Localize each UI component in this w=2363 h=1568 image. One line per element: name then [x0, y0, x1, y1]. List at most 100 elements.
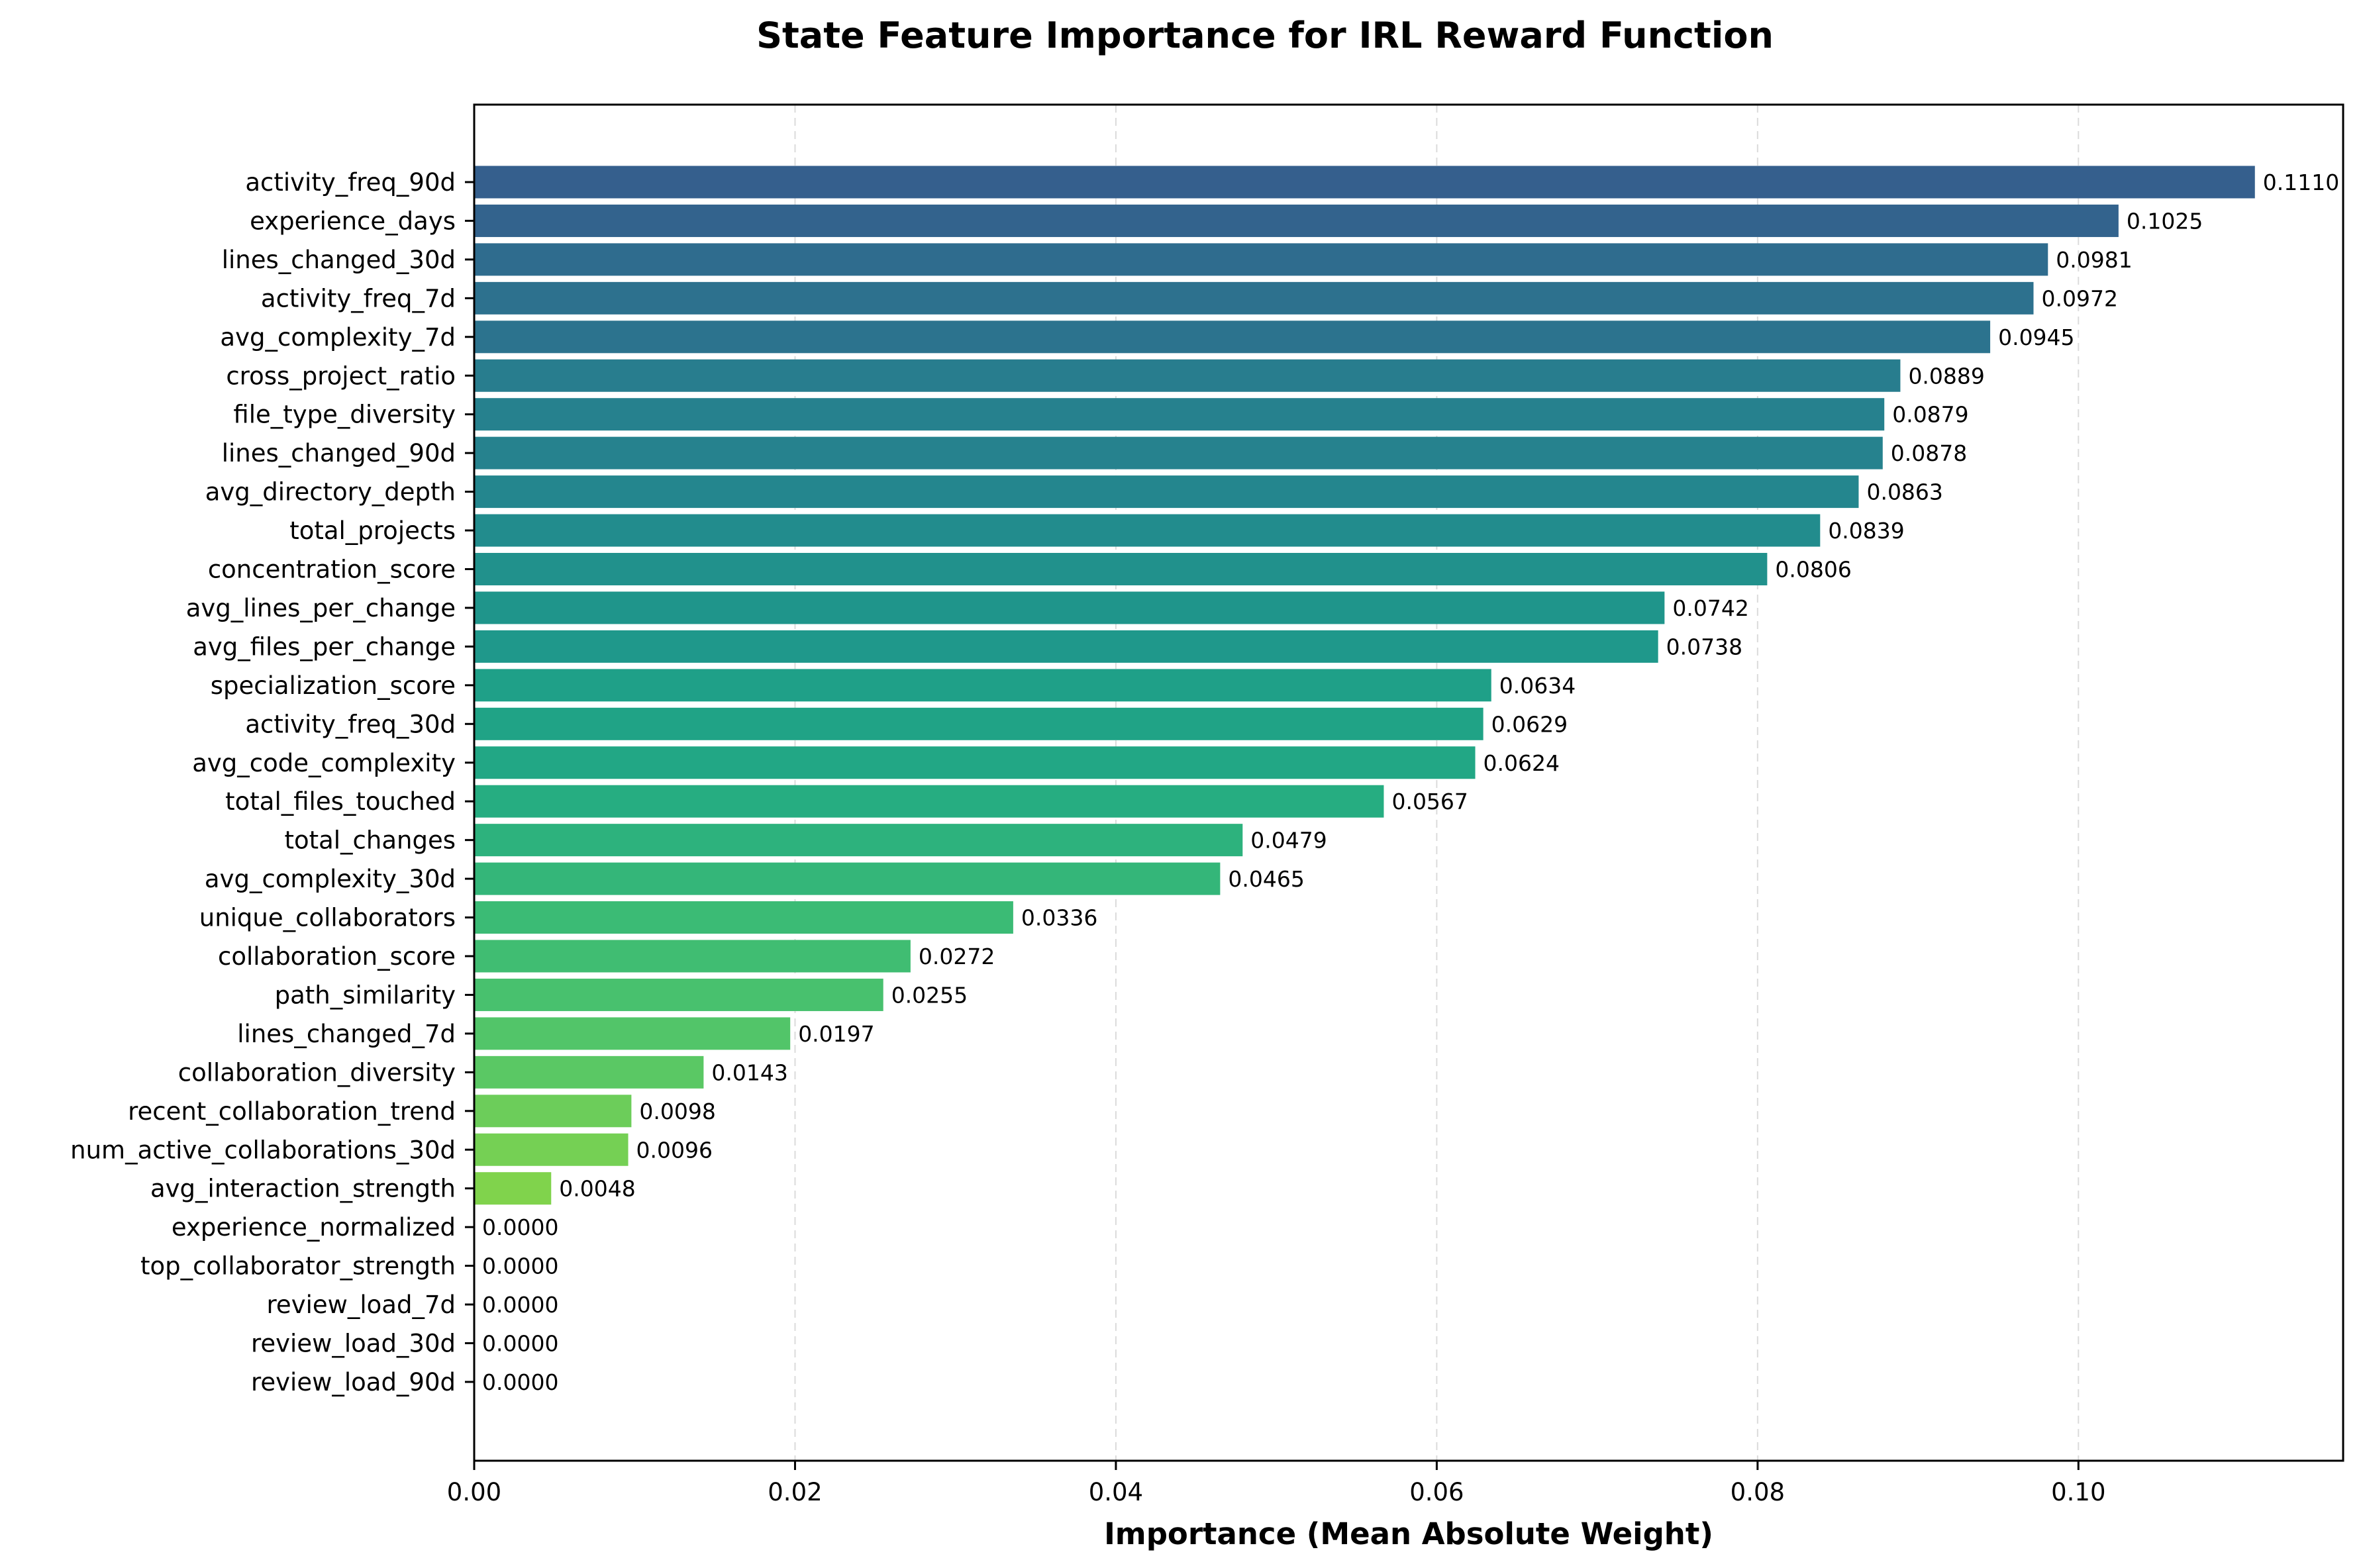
- y-tick-label: experience_days: [250, 207, 456, 235]
- y-tick-label: path_similarity: [275, 981, 456, 1009]
- bar-value-label: 0.0624: [1483, 750, 1560, 776]
- y-tick-label: lines_changed_90d: [222, 439, 456, 467]
- bar-value-label: 0.0000: [482, 1331, 558, 1357]
- bar-value-label: 0.0742: [1672, 595, 1748, 621]
- x-tick-label: 0.08: [1731, 1478, 1785, 1506]
- x-tick-label: 0.04: [1089, 1478, 1143, 1506]
- bar: [474, 1055, 704, 1089]
- bar-value-label: 0.0889: [1908, 363, 1984, 389]
- y-tick-label: specialization_score: [211, 671, 456, 700]
- y-tick-label: activity_freq_7d: [261, 284, 456, 313]
- x-tick-label: 0.10: [2051, 1478, 2105, 1506]
- bar-value-label: 0.0096: [636, 1137, 713, 1163]
- y-tick-label: collaboration_diversity: [178, 1058, 456, 1087]
- bar-value-label: 0.0000: [482, 1369, 558, 1395]
- bar: [474, 1133, 628, 1166]
- bar-value-label: 0.0972: [2041, 285, 2117, 311]
- bar: [474, 630, 1658, 663]
- y-tick-label: avg_complexity_30d: [205, 865, 456, 893]
- bar: [474, 707, 1483, 740]
- x-tick-label: 0.00: [447, 1478, 501, 1506]
- y-tick-label: avg_files_per_change: [193, 632, 456, 661]
- y-tick-label: cross_project_ratio: [226, 362, 456, 390]
- bar: [474, 166, 2255, 199]
- plot-frame: [473, 103, 2344, 1462]
- bar: [474, 281, 2034, 315]
- bar-value-label: 0.0879: [1892, 402, 1968, 428]
- y-tick-label: total_files_touched: [225, 787, 456, 816]
- bar-value-label: 0.0863: [1866, 479, 1942, 505]
- y-tick-label: avg_complexity_7d: [220, 323, 456, 352]
- y-tick-label: activity_freq_90d: [245, 168, 456, 197]
- bar: [474, 978, 883, 1011]
- bar: [474, 901, 1013, 934]
- y-tick-label: file_type_diversity: [233, 401, 456, 429]
- bar-value-label: 0.1110: [2263, 170, 2339, 195]
- bar: [474, 359, 1901, 392]
- chart-title: State Feature Importance for IRL Reward …: [756, 15, 1774, 56]
- x-tick-label: 0.06: [1409, 1478, 1464, 1506]
- bar-value-label: 0.0000: [482, 1292, 558, 1318]
- bar: [474, 553, 1768, 585]
- bar: [474, 204, 2119, 237]
- y-tick-label: review_load_30d: [251, 1330, 456, 1358]
- bar-value-label: 0.0000: [482, 1214, 558, 1240]
- bar-value-label: 0.0255: [891, 982, 968, 1008]
- y-tick-label: avg_directory_depth: [205, 478, 456, 507]
- bar: [474, 475, 1859, 509]
- bar: [474, 669, 1491, 702]
- bar: [474, 514, 1821, 547]
- y-tick-label: top_collaborator_strength: [140, 1252, 456, 1281]
- value-labels: 0.1110 0.1025 0.0981 0.0972 0.0945 0.0889 0.08…: [482, 170, 2339, 1395]
- y-tick-label: total_projects: [289, 516, 456, 545]
- bar-value-label: 0.0000: [482, 1253, 558, 1279]
- bar: [474, 436, 1883, 469]
- bar: [474, 1095, 632, 1128]
- bar-value-label: 0.0806: [1775, 557, 1851, 583]
- bar-value-label: 0.1025: [2127, 208, 2203, 234]
- y-tick-label: experience_normalized: [172, 1213, 456, 1242]
- y-tick-label: recent_collaboration_trend: [128, 1097, 456, 1126]
- bar: [474, 785, 1384, 818]
- bar-value-label: 0.0479: [1250, 828, 1327, 854]
- bar-value-label: 0.0945: [1998, 324, 2074, 350]
- bar: [474, 862, 1221, 895]
- bar-value-label: 0.0197: [798, 1021, 874, 1047]
- x-axis-label: Importance (Mean Absolute Weight): [1104, 1516, 1713, 1551]
- bar-value-label: 0.0839: [1828, 518, 1904, 544]
- bar: [474, 320, 1991, 354]
- x-axis-ticks: 0.00 0.02 0.04 0.06 0.08 0.10: [447, 1461, 2106, 1506]
- bar-value-label: 0.0272: [919, 944, 995, 969]
- y-tick-label: review_load_90d: [251, 1368, 456, 1396]
- bar-value-label: 0.0336: [1021, 905, 1097, 931]
- bar-value-label: 0.0567: [1391, 789, 1468, 814]
- bar: [474, 746, 1476, 779]
- y-tick-label: activity_freq_30d: [245, 710, 456, 738]
- bar-value-label: 0.0465: [1228, 866, 1304, 892]
- y-tick-label: lines_changed_7d: [237, 1020, 456, 1048]
- x-tick-label: 0.02: [768, 1478, 822, 1506]
- y-tick-label: concentration_score: [208, 556, 456, 584]
- bar: [474, 243, 2048, 276]
- bar: [474, 940, 911, 973]
- bar-value-label: 0.0048: [559, 1176, 635, 1202]
- y-tick-label: avg_code_complexity: [192, 749, 456, 777]
- bar: [474, 824, 1243, 857]
- bar: [474, 591, 1665, 624]
- bars: [474, 166, 2255, 1205]
- bar: [474, 1172, 552, 1205]
- y-tick-label: review_load_7d: [267, 1291, 456, 1319]
- bar-value-label: 0.0634: [1499, 673, 1576, 699]
- y-tick-label: avg_lines_per_change: [186, 594, 456, 622]
- bar-value-label: 0.0981: [2056, 247, 2132, 273]
- bar: [474, 1017, 791, 1050]
- bar: [474, 398, 1885, 431]
- y-tick-label: collaboration_score: [218, 942, 456, 971]
- y-tick-label: num_active_collaborations_30d: [70, 1136, 456, 1164]
- y-tick-label: total_changes: [284, 826, 456, 855]
- bar-value-label: 0.0878: [1891, 440, 1967, 466]
- bar-value-label: 0.0738: [1666, 634, 1742, 660]
- bar-value-label: 0.0143: [711, 1059, 787, 1085]
- y-tick-label: unique_collaborators: [199, 904, 456, 932]
